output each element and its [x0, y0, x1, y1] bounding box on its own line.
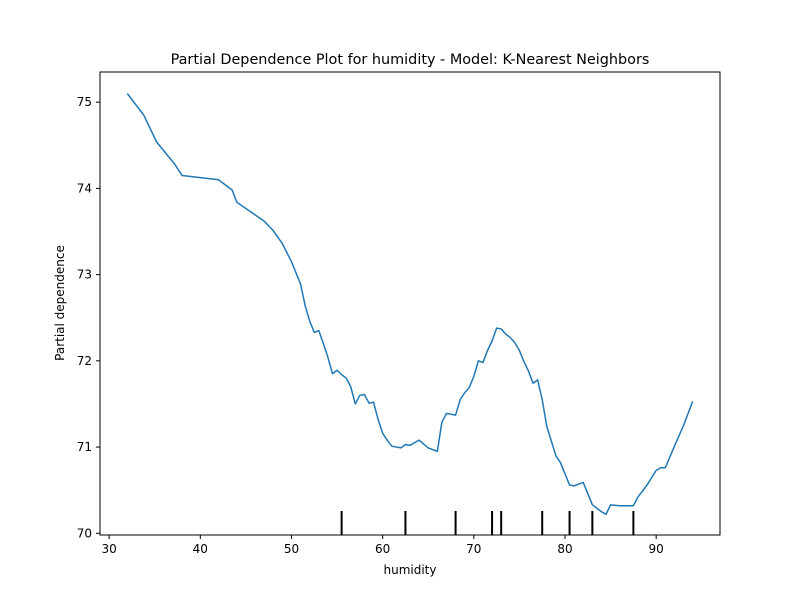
y-tick-label-72: 72: [77, 354, 92, 368]
y-axis-label: Partial dependence: [53, 245, 67, 361]
x-tick-label-80: 80: [557, 542, 572, 556]
x-tick-label-50: 50: [284, 542, 299, 556]
x-tick-label-30: 30: [101, 542, 116, 556]
series-line-0: [126, 93, 694, 516]
x-axis-label: humidity: [384, 563, 437, 577]
chart-title: Partial Dependence Plot for humidity - M…: [171, 52, 650, 68]
y-tick-label-74: 74: [77, 181, 92, 195]
plot-frame: [99, 71, 721, 536]
y-tick-label-73: 73: [77, 268, 92, 282]
y-tick-label-71: 71: [77, 440, 92, 454]
x-tick-label-70: 70: [466, 542, 481, 556]
x-tick-label-90: 90: [649, 542, 664, 556]
y-tick-label-70: 70: [77, 526, 92, 540]
x-tick-label-40: 40: [193, 542, 208, 556]
plot-area: 30 40 50 60 70 80 90 70 71 72 73 74 75: [77, 71, 721, 556]
y-tick-label-75: 75: [77, 95, 92, 109]
x-tick-label-60: 60: [375, 542, 390, 556]
